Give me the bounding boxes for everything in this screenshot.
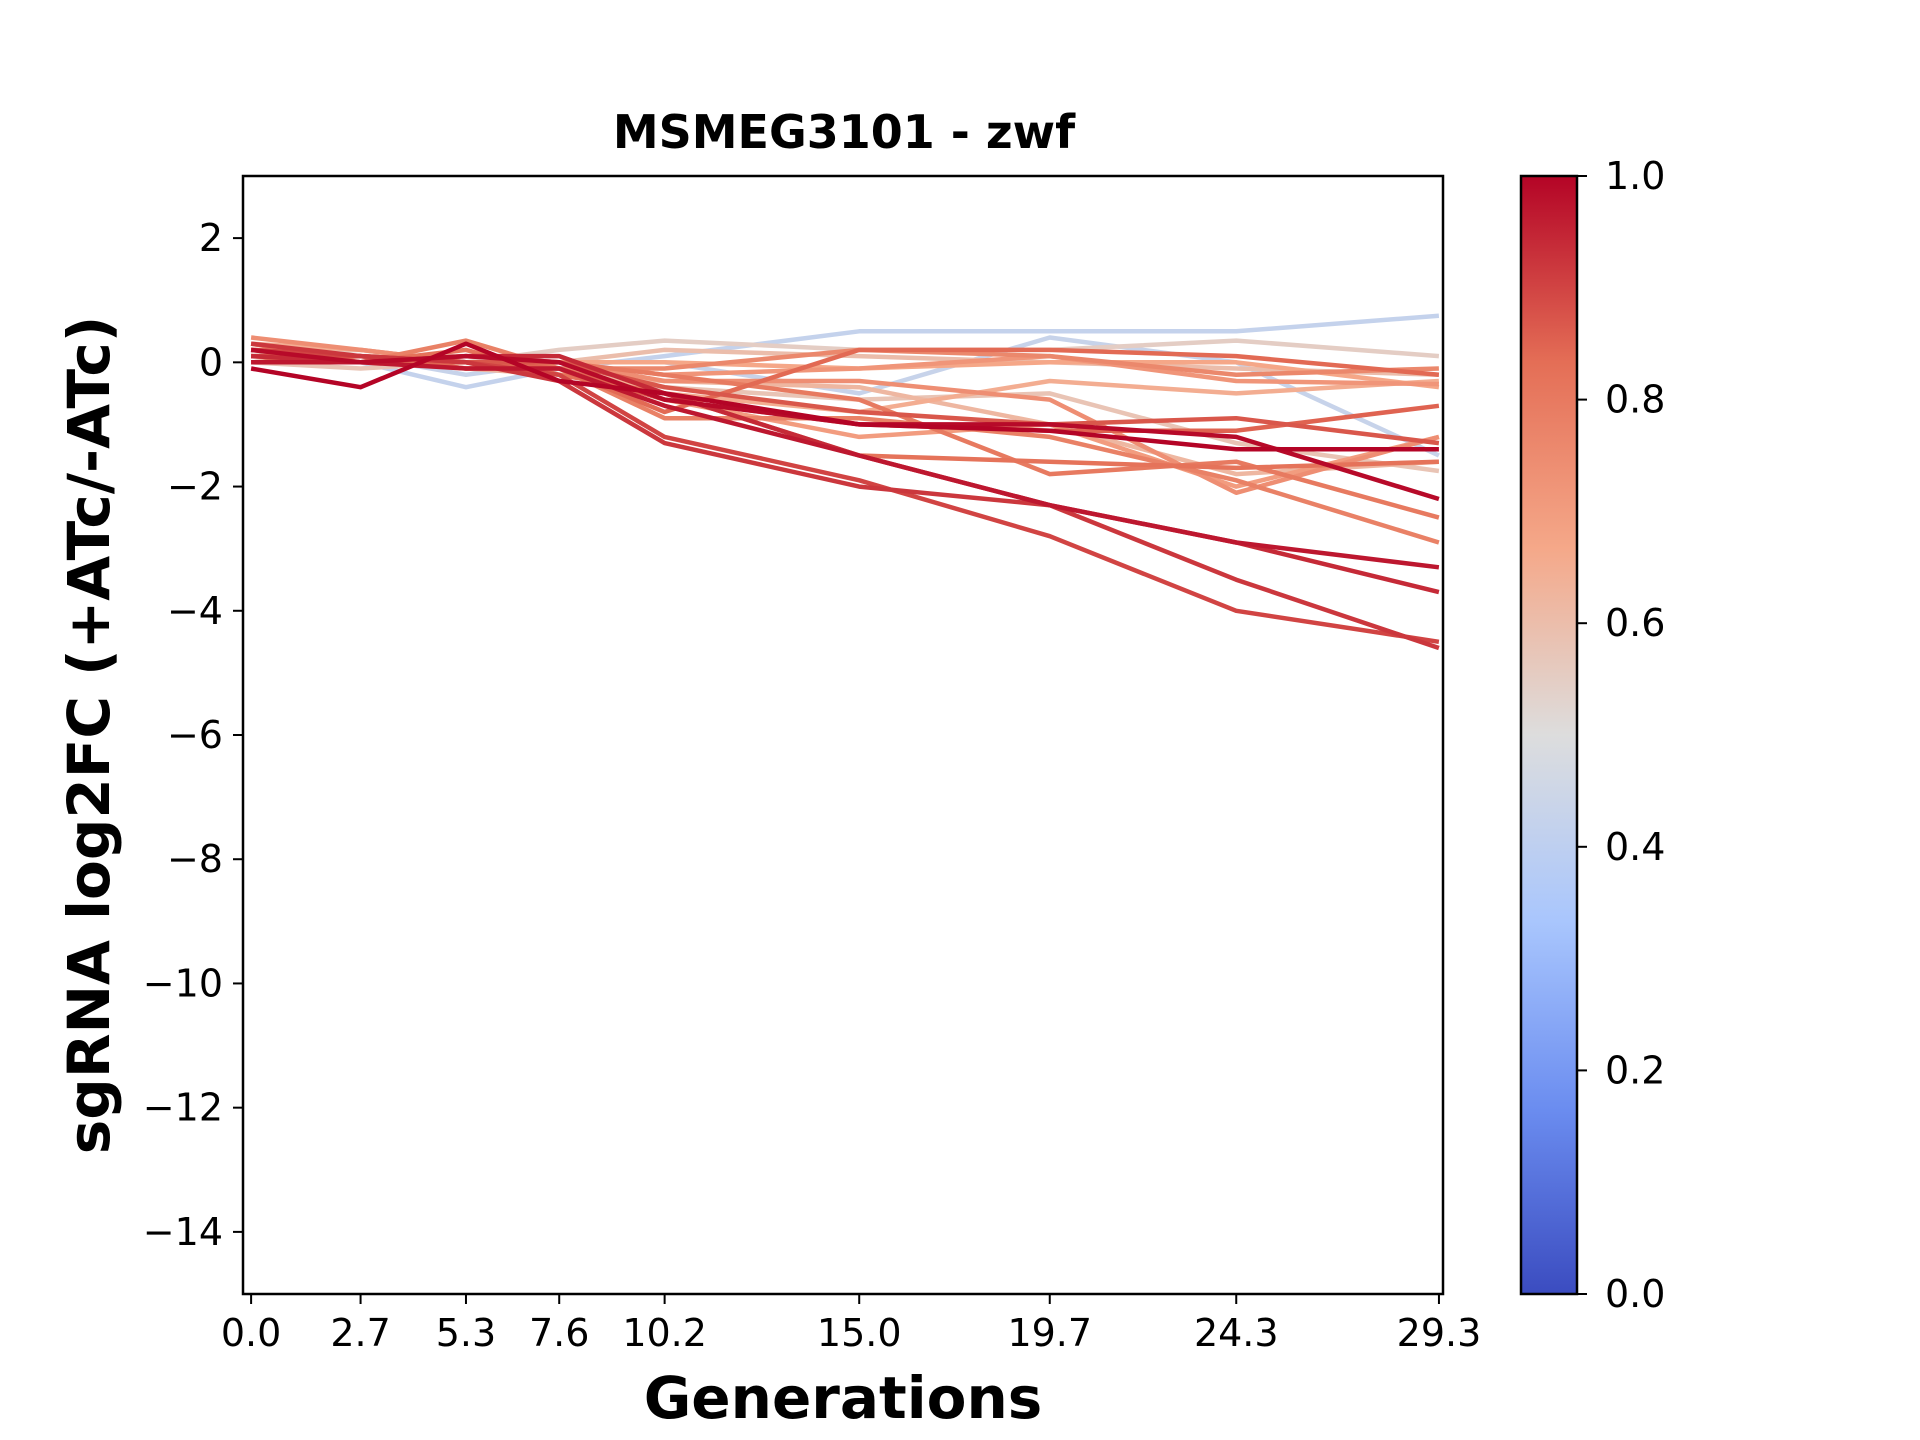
y-tick-label: −4 <box>167 589 223 633</box>
colorbar-gradient <box>1521 176 1577 1294</box>
colorbar-tick-label: 0.6 <box>1605 601 1665 645</box>
x-tick-label: 5.3 <box>436 1311 496 1355</box>
x-tick-label: 29.3 <box>1397 1311 1482 1355</box>
y-tick-label: −10 <box>143 961 223 1005</box>
colorbar-tick-label: 0.2 <box>1605 1048 1665 1092</box>
series-line-23 <box>250 347 1440 502</box>
x-tick-label: 2.7 <box>330 1311 390 1355</box>
y-tick-label: −12 <box>143 1086 223 1130</box>
colorbar-tick-label: 0.8 <box>1605 378 1665 422</box>
colorbar-frame <box>1519 174 1579 1296</box>
x-tick-label: 24.3 <box>1194 1311 1279 1355</box>
colorbar-ticks: 0.0 0.2 0.4 0.6 0.8 1.0 <box>1577 154 1665 1316</box>
x-axis-label: Generations <box>644 1364 1043 1432</box>
colorbar-tick-label: 0.4 <box>1605 825 1665 869</box>
colorbar-tick-label: 1.0 <box>1605 154 1665 198</box>
plot-area <box>241 174 1445 1296</box>
chart-title: MSMEG3101 - zwf <box>613 105 1076 159</box>
series-line-24 <box>250 341 1439 452</box>
x-tick-label: 10.2 <box>622 1311 707 1355</box>
series-lines <box>250 313 1440 651</box>
y-tick-label: −8 <box>167 837 223 881</box>
x-tick-label: 7.6 <box>529 1311 589 1355</box>
y-axis: 2 0 −2 −4 −6 −8 −10 −12 −14 <box>143 216 243 1254</box>
colorbar-tick-label: 0.0 <box>1605 1272 1665 1316</box>
y-tick-label: −2 <box>167 465 223 509</box>
y-tick-label: −14 <box>143 1210 223 1254</box>
y-tick-label: 2 <box>199 216 223 260</box>
colorbar: 0.0 0.2 0.4 0.6 0.8 1.0 <box>1519 154 1665 1316</box>
x-tick-label: 15.0 <box>817 1311 902 1355</box>
y-tick-label: −6 <box>167 713 223 757</box>
series-line-22 <box>251 360 1440 570</box>
y-tick-label: 0 <box>199 340 223 384</box>
y-axis-label: sgRNA log2FC (+ATc/-ATc) <box>55 316 123 1154</box>
x-axis: 0.0 2.7 5.3 7.6 10.2 15.0 19.7 24.3 29.3 <box>221 1294 1481 1355</box>
x-tick-label: 0.0 <box>221 1311 281 1355</box>
x-tick-label: 19.7 <box>1007 1311 1092 1355</box>
